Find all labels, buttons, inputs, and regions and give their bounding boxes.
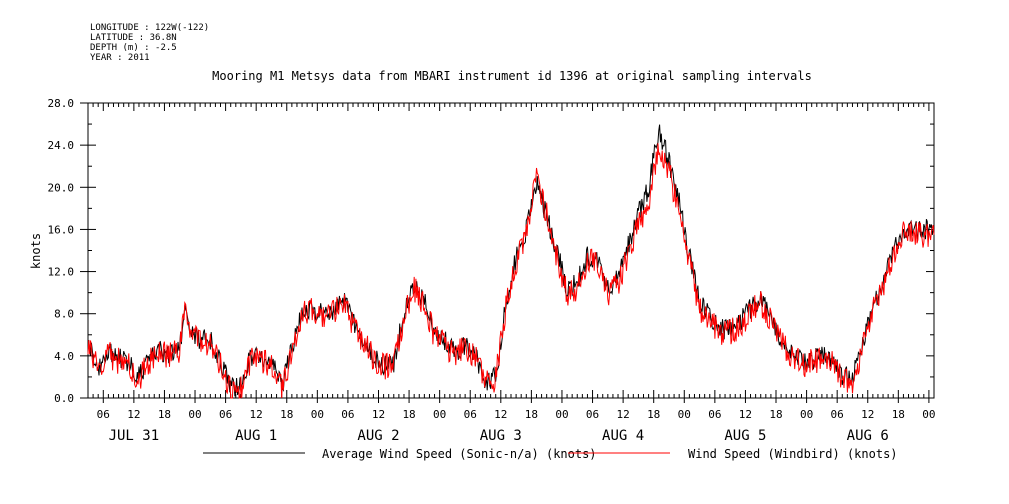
- y-tick-label: 4.0: [54, 350, 74, 363]
- y-tick-label: 28.0: [48, 97, 75, 110]
- x-hour-label: 06: [831, 408, 844, 421]
- x-day-label: AUG 3: [480, 428, 522, 444]
- x-hour-label: 12: [250, 408, 263, 421]
- x-hour-label: 06: [586, 408, 599, 421]
- y-tick-label: 0.0: [54, 392, 74, 405]
- y-tick-label: 24.0: [48, 139, 75, 152]
- y-tick-label: 16.0: [48, 223, 75, 236]
- axes: 0.0 4.0 8.0 12.0 16.0 20.0 24.0 28.0 06 12 18 00 06 1…: [48, 97, 936, 444]
- longitude-text: LONGITUDE : 122W(-122): [90, 23, 209, 33]
- chart-title: Mooring M1 Metsys data from MBARI instru…: [212, 69, 812, 83]
- x-hour-label: 18: [402, 408, 415, 421]
- x-hour-label: 12: [494, 408, 507, 421]
- y-axis-label: knots: [29, 233, 43, 269]
- x-hour-label: 18: [769, 408, 782, 421]
- legend-label-windbird: Wind Speed (Windbird) (knots): [688, 447, 898, 461]
- y-tick-label: 12.0: [48, 266, 75, 279]
- x-hour-label: 18: [525, 408, 538, 421]
- x-hour-label: 00: [433, 408, 446, 421]
- x-hour-label: 18: [280, 408, 293, 421]
- x-day-label: AUG 2: [357, 428, 399, 444]
- x-hour-label: 06: [219, 408, 232, 421]
- x-day-label: AUG 1: [235, 428, 277, 444]
- metadata-block: LONGITUDE : 122W(-122) LATITUDE : 36.8N …: [90, 23, 209, 63]
- x-hour-label: 00: [188, 408, 201, 421]
- x-hour-label: 00: [922, 408, 935, 421]
- x-hour-label: 18: [158, 408, 171, 421]
- x-hour-label: 06: [708, 408, 721, 421]
- legend-label-average: Average Wind Speed (Sonic-n/a) (knots): [322, 447, 597, 461]
- latitude-text: LATITUDE : 36.8N: [90, 33, 177, 43]
- series-line-average: [87, 124, 935, 397]
- y-tick-label: 20.0: [48, 181, 75, 194]
- x-hour-label: 00: [678, 408, 691, 421]
- x-hour-label: 06: [464, 408, 477, 421]
- depth-text: DEPTH (m) : -2.5: [90, 43, 177, 53]
- legend: Average Wind Speed (Sonic-n/a) (knots) W…: [203, 447, 898, 461]
- y-tick-label: 8.0: [54, 308, 74, 321]
- x-hour-label: 00: [555, 408, 568, 421]
- x-hour-label: 12: [372, 408, 385, 421]
- year-text: YEAR : 2011: [90, 53, 150, 63]
- x-hour-label: 00: [311, 408, 324, 421]
- x-hour-label: 12: [616, 408, 629, 421]
- x-hour-label: 12: [861, 408, 874, 421]
- series-line-windbird: [87, 143, 935, 399]
- x-day-label: AUG 4: [602, 428, 644, 444]
- x-hour-label: 06: [97, 408, 110, 421]
- x-hour-label: 12: [127, 408, 140, 421]
- x-hour-label: 12: [739, 408, 752, 421]
- x-day-label: AUG 5: [724, 428, 766, 444]
- x-hour-label: 18: [647, 408, 660, 421]
- series-layer: [87, 124, 935, 399]
- x-hour-label: 06: [341, 408, 354, 421]
- x-day-label: AUG 6: [847, 428, 889, 444]
- x-day-label: JUL 31: [109, 428, 160, 444]
- x-hour-label: 00: [800, 408, 813, 421]
- x-hour-label: 18: [892, 408, 905, 421]
